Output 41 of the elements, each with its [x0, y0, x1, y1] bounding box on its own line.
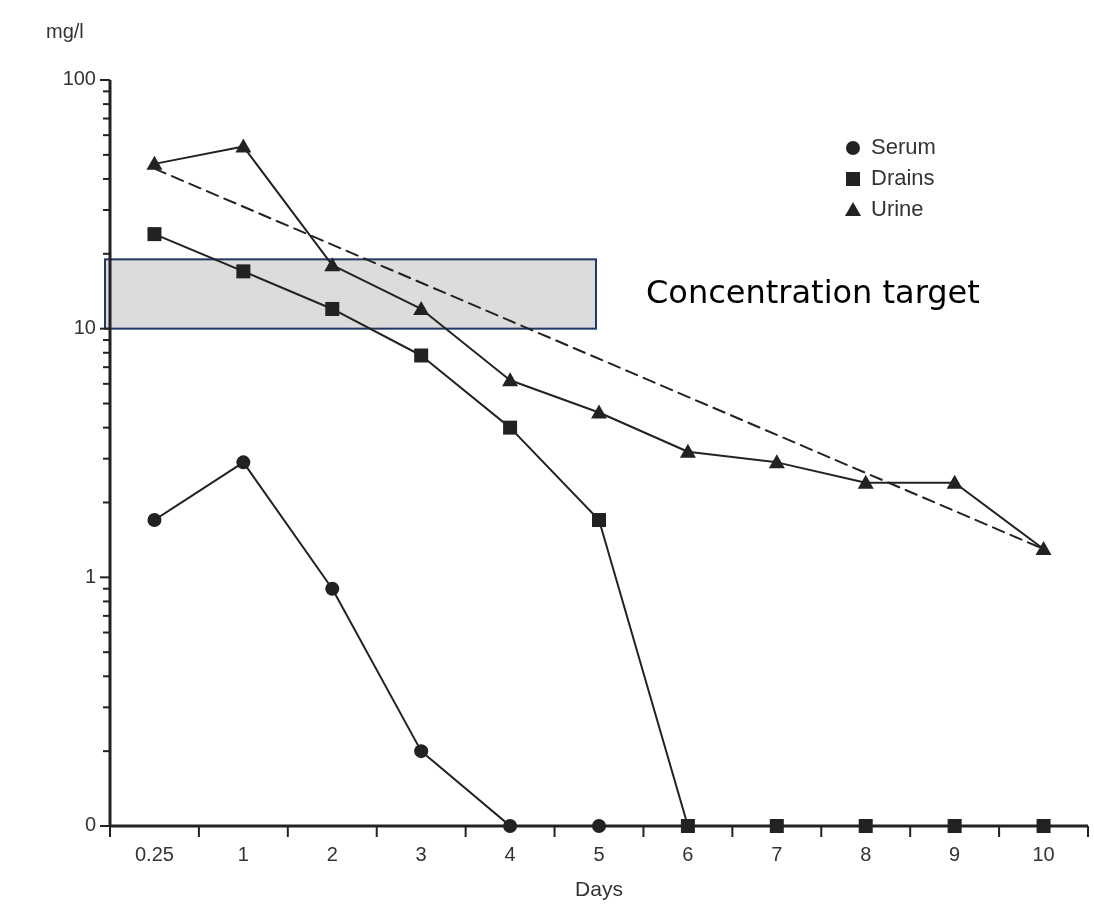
y-tick-label: 0 [84, 813, 96, 836]
x-tick-label: 9 [949, 843, 961, 865]
point [857, 474, 874, 489]
x-tick-label: 1 [237, 843, 249, 865]
point [236, 264, 251, 279]
x-tick-label: 8 [860, 843, 872, 865]
x-tick-label: 2 [326, 843, 338, 865]
x-tick-label: 7 [771, 843, 783, 865]
x-tick-label: 5 [593, 843, 605, 865]
point [325, 581, 340, 596]
point [679, 443, 696, 458]
x-tick-label: 10 [1032, 843, 1055, 865]
legend-label: Serum [871, 133, 936, 159]
point [146, 155, 163, 170]
point [414, 348, 429, 363]
point [147, 513, 162, 528]
y-tick-label: 10 [73, 315, 96, 338]
point [591, 404, 607, 419]
x-tick-label: 4 [504, 843, 516, 865]
point [592, 513, 606, 528]
point [413, 300, 430, 315]
point [236, 455, 251, 470]
point [502, 372, 519, 387]
point [768, 454, 785, 469]
x-axis-title: Days [575, 877, 623, 900]
point [414, 744, 429, 759]
point [324, 257, 341, 272]
y-axis-title: mg/l [46, 20, 84, 42]
point [235, 138, 252, 153]
legend-label: Urine [871, 195, 924, 221]
x-tick-label: 0.25 [134, 843, 174, 865]
y-tick-label: 100 [62, 67, 96, 90]
point [147, 227, 162, 242]
x-tick-label: 3 [415, 843, 427, 865]
point [325, 301, 340, 316]
y-tick-label: 1 [84, 564, 96, 587]
x-tick-label: 6 [682, 843, 694, 865]
point [503, 420, 518, 435]
legend-label: Drains [871, 164, 935, 190]
point [946, 474, 963, 489]
band-label: Concentration target [646, 273, 980, 312]
